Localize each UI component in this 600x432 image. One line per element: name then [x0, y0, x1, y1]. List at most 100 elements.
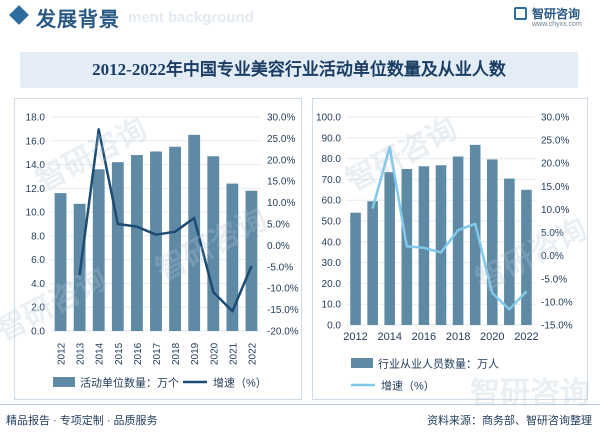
bar	[418, 166, 430, 325]
growth-line	[78, 128, 253, 313]
y-right-tick-label: 20.0%	[267, 155, 295, 166]
y-right-tick-label: -5.0%	[541, 274, 567, 285]
chart-title: 2012-2022年中国专业美容行业活动单位数量及从业人数	[92, 60, 506, 79]
bar	[188, 134, 201, 331]
chart-left-svg: 0.0 2.0 4.0 6.0 8.0 10.0 12.0 14.0 16.0 18.0 -20.0…	[26, 113, 299, 390]
y-left-tick-label: 4.0	[31, 279, 45, 290]
footer-source: 资料来源：商务部、智研咨询整理	[427, 415, 592, 427]
y-right-tick-label: -20.0%	[267, 327, 299, 338]
legend-bar-label: 活动单位数量：万个	[80, 376, 179, 390]
brand-name: 智研咨询	[532, 7, 581, 21]
bar	[207, 156, 220, 331]
y-left-tick-label: 10.0	[322, 300, 342, 311]
x-tick-label: 2012	[57, 342, 68, 365]
bar	[150, 151, 162, 331]
y-right-tick-label: 25.0%	[541, 136, 569, 147]
x-tick-label: 2013	[76, 342, 87, 365]
bar	[521, 189, 532, 325]
y-left-tick-label: 14.0	[26, 160, 46, 171]
growth-line	[371, 145, 528, 311]
y-left-tick-label: 18.0	[26, 113, 46, 124]
y-right-tick-label: 15.0%	[541, 182, 569, 193]
legend-bar-swatch	[351, 358, 373, 368]
y-right-tick-label: 10.0%	[541, 205, 569, 216]
bar	[245, 190, 258, 331]
x-tick-label: 2020	[209, 342, 220, 365]
bar	[486, 159, 498, 325]
brand-logo-icon	[514, 7, 527, 20]
section-title: 发展背景	[36, 9, 120, 31]
y-right-tick-label: -5.0%	[267, 262, 293, 273]
chart-panel-right: 0.0 10.0 20.0 30.0 40.0 50.0 60.0 70.0 80.0 90.0 1…	[312, 98, 588, 400]
y-left-tick-label: 6.0	[31, 255, 45, 266]
y-right-tick-label: -10.0%	[267, 284, 299, 295]
y-right-tick-label: 5.0%	[541, 228, 564, 239]
legend-line-label: 增速（%）	[213, 376, 267, 390]
x-tick-label: 2017	[152, 342, 163, 365]
chart-right-svg: 0.0 10.0 20.0 30.0 40.0 50.0 60.0 70.0 80.0 90.0 1…	[316, 113, 573, 393]
x-tick-label: 2012	[343, 331, 367, 343]
y-left-tick-label: 0.0	[31, 327, 45, 338]
x-tick-label: 2018	[171, 342, 182, 365]
y-right-tick-label: 0.0%	[541, 251, 564, 262]
x-tick-label: 2015	[114, 342, 125, 365]
y-right-tick-label: -15.0%	[541, 321, 573, 332]
x-tick-label: 2019	[190, 342, 201, 365]
y-right-tick-label: 5.0%	[267, 220, 290, 231]
y-right-tick-label: 20.0%	[541, 159, 569, 170]
y-left-tick-label: 90.0	[322, 133, 342, 144]
bar	[469, 144, 481, 325]
y-left-tick-label: 100.0	[316, 113, 341, 124]
y-right-tick-label: 30.0%	[541, 113, 569, 124]
y-right-tick-label: 30.0%	[267, 113, 295, 124]
x-tick-label: 2021	[228, 342, 239, 365]
x-tick-label: 2022	[514, 331, 538, 343]
section-subtitle-watermark: ment background	[128, 9, 254, 26]
brand-url: www.chyxx.com	[532, 21, 582, 28]
chart-title-banner: 2012-2022年中国专业美容行业活动单位数量及从业人数	[20, 52, 578, 88]
footer: 精品报告 · 专项定制 · 品质服务 资料来源：商务部、智研咨询整理	[0, 404, 600, 432]
y-right-tick-label: -10.0%	[541, 297, 573, 308]
bar	[367, 201, 378, 325]
y-left-tick-label: 50.0	[322, 217, 342, 228]
y-left-tick-label: 2.0	[31, 303, 45, 314]
chart-panel-left: 0.0 2.0 4.0 6.0 8.0 10.0 12.0 14.0 16.0 18.0 -20.0…	[14, 98, 302, 400]
x-tick-label: 2022	[247, 342, 258, 365]
y-left-tick-label: 30.0	[322, 258, 342, 269]
y-left-tick-label: 70.0	[322, 175, 342, 186]
footer-slogan: 精品报告 · 专项定制 · 品质服务	[6, 415, 158, 427]
y-left-tick-label: 0.0	[327, 321, 341, 332]
bar	[169, 146, 182, 331]
y-left-tick-label: 20.0	[322, 279, 342, 290]
x-tick-label: 2016	[412, 331, 436, 343]
bar	[384, 172, 396, 325]
y-left-tick-label: 80.0	[322, 154, 342, 165]
y-right-tick-label: 10.0%	[267, 198, 295, 209]
y-left-tick-label: 60.0	[322, 196, 342, 207]
x-tick-label: 2018	[446, 331, 470, 343]
y-left-tick-label: 40.0	[322, 237, 342, 248]
bar	[350, 212, 361, 325]
x-tick-label: 2020	[480, 331, 504, 343]
bar	[504, 178, 515, 325]
y-left-tick-label: 8.0	[31, 231, 45, 242]
y-right-tick-label: 25.0%	[267, 134, 295, 145]
bar	[226, 183, 239, 331]
legend-bar-swatch	[53, 377, 75, 387]
legend-bar-label: 行业从业人员数量：万人	[378, 358, 499, 371]
y-right-tick-label: 0.0%	[267, 241, 290, 252]
y-right-tick-label: 15.0%	[267, 177, 295, 188]
bar	[130, 155, 143, 331]
bar	[111, 162, 124, 331]
x-tick-label: 2014	[95, 342, 106, 365]
bar	[92, 169, 105, 331]
bar	[435, 165, 447, 325]
x-tick-label: 2014	[377, 331, 401, 343]
y-left-tick-label: 16.0	[26, 136, 46, 147]
bar	[54, 193, 67, 331]
y-left-tick-label: 10.0	[26, 208, 46, 219]
y-right-tick-label: -15.0%	[267, 305, 299, 316]
legend-line-label: 增速（%）	[381, 379, 435, 393]
brand-logo-block[interactable]: 智研咨询 www.chyxx.com	[512, 4, 600, 34]
header: 发展背景 ment background 智研咨询 www.chyxx.com	[0, 0, 600, 34]
